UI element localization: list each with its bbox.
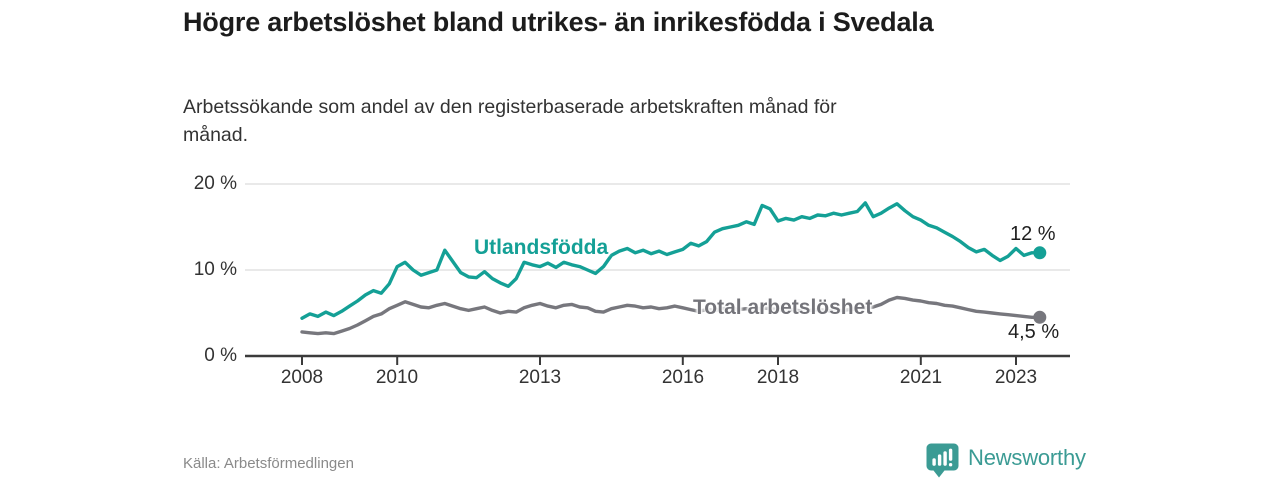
newsworthy-wordmark: Newsworthy [968, 444, 1086, 470]
x-axis-tick-label-2008: 2008 [280, 367, 324, 388]
x-axis-tick-label-2023: 2023 [994, 367, 1038, 388]
series-line-0 [300, 201, 1042, 320]
y-axis-tick-label-20: 20 % [193, 173, 237, 194]
chart-title: Högre arbetslöshet bland utrikes- än inr… [183, 7, 934, 37]
x-axis-tick-label-2021: 2021 [899, 367, 943, 388]
series-label-total-arbetsloshet: Total arbetslöshet [693, 296, 873, 319]
newsworthy-bubble-bar-chart-icon [926, 443, 959, 477]
end-value-label-total: 4,5 % [1008, 321, 1060, 343]
series-end-dot-0 [1033, 246, 1047, 260]
y-axis-tick-label-0: 0 % [204, 345, 237, 366]
x-axis-tick-label-2010: 2010 [375, 367, 419, 388]
source-attribution: Källa: Arbetsförmedlingen [183, 455, 354, 472]
x-axis-tick-label-2013: 2013 [518, 367, 562, 388]
y-axis-tick-label-10: 10 % [193, 259, 237, 280]
series-end-dot-1 [1033, 310, 1047, 324]
end-value-label-utlandsfodda: 12 % [1010, 223, 1056, 245]
chart-subtitle: Arbetssökande som andel av den registerb… [183, 96, 837, 146]
x-axis-tick-label-2018: 2018 [756, 367, 800, 388]
x-axis-tick-label-2016: 2016 [661, 367, 705, 388]
series-label-utlandsfodda: Utlandsfödda [474, 236, 609, 259]
series-line-1 [300, 295, 1042, 336]
newsworthy-logo: Newsworthy [926, 442, 1086, 478]
